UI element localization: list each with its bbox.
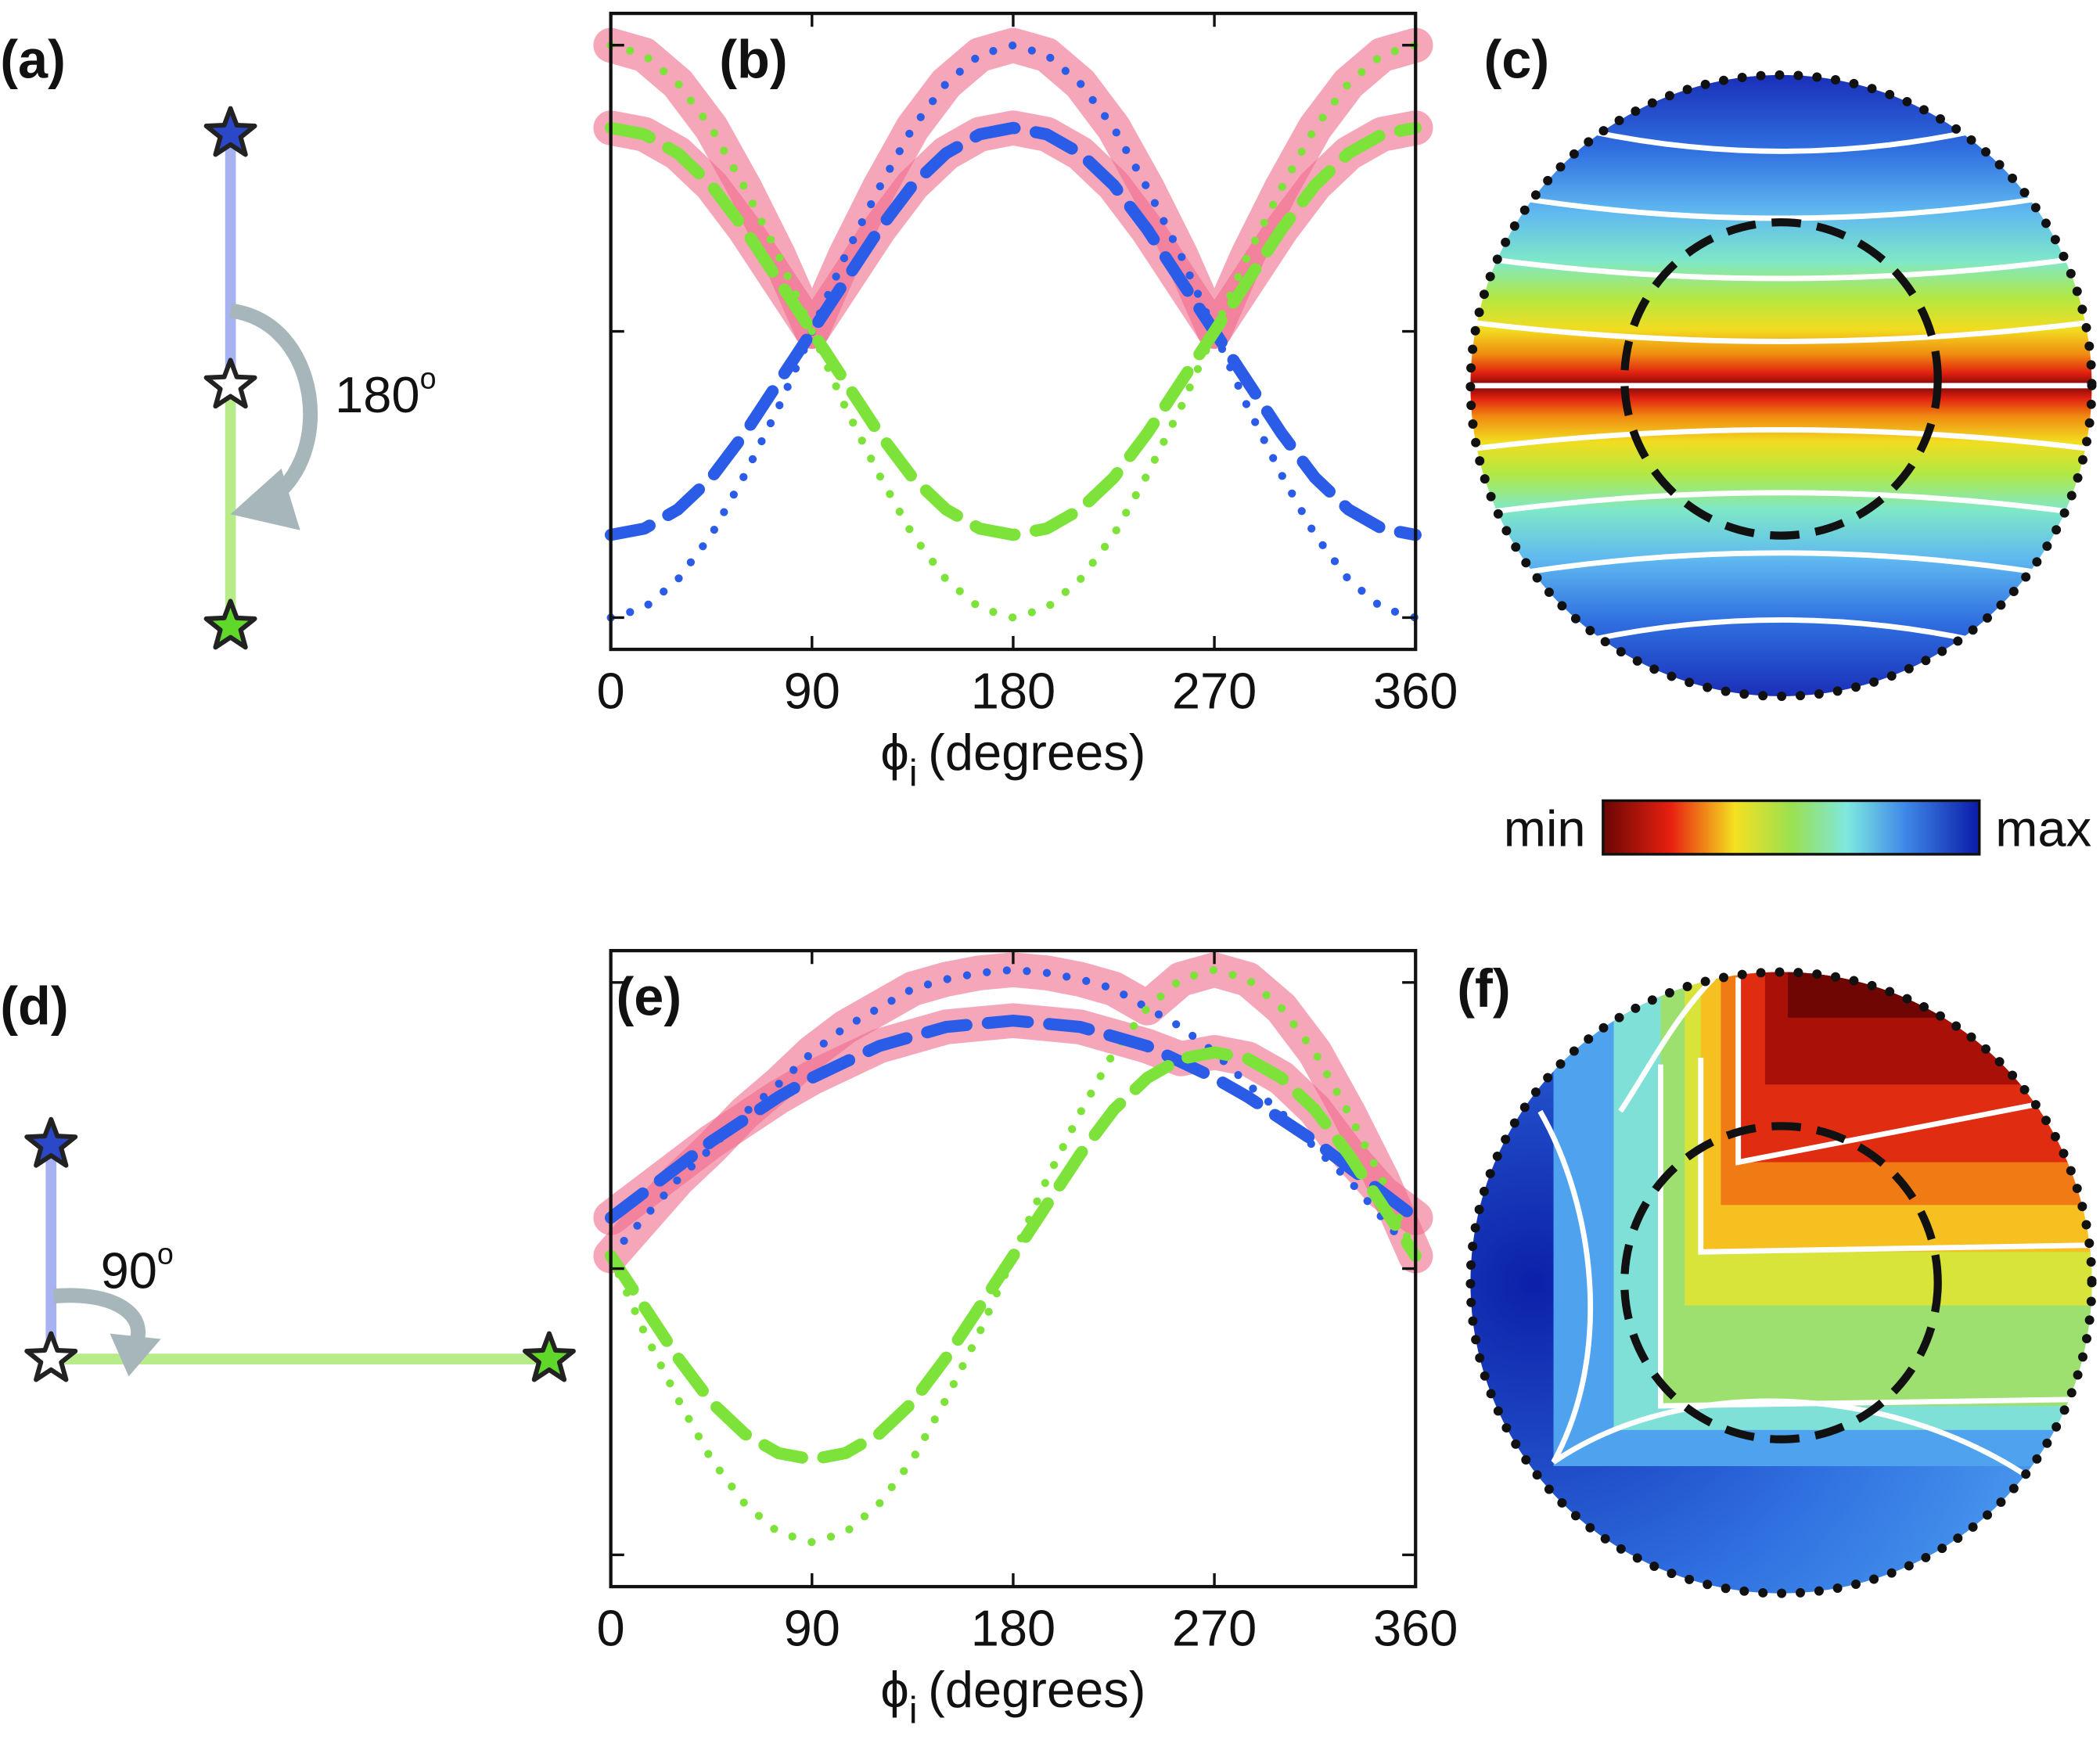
panel-label: (d) — [0, 976, 68, 1036]
rotation-arrow — [229, 303, 318, 507]
x-axis-label: ϕi (degrees) — [880, 724, 1145, 795]
angle: 180 — [335, 366, 419, 423]
x-tick-label: 270 — [1172, 1599, 1257, 1656]
dashed-line — [604, 121, 1422, 541]
contour — [1618, 975, 1717, 1113]
contour — [1470, 318, 2092, 344]
angle: 90 — [101, 1242, 157, 1299]
x-axis-label: ϕi (degrees) — [880, 1661, 1145, 1732]
disk-boundary — [1465, 70, 2097, 701]
contour — [1483, 255, 2079, 282]
contour — [1470, 426, 2092, 453]
x-tick-label: 180 — [971, 662, 1055, 719]
contour — [1483, 490, 2079, 516]
x-tick-label: 90 — [784, 1599, 840, 1656]
panel-label: (c) — [1484, 29, 1550, 89]
degree: o — [157, 1238, 174, 1271]
x-axis-unit: (degrees) — [928, 724, 1145, 781]
dashed-circle — [1620, 217, 1942, 540]
x-tick-label: 180 — [971, 1599, 1055, 1656]
arrow-head — [110, 1333, 161, 1377]
star — [203, 358, 257, 409]
colorbar — [1602, 799, 1981, 856]
dashed-circle — [1620, 1122, 1942, 1443]
disk-boundary — [1465, 967, 2097, 1598]
x-tick-label: 270 — [1172, 662, 1257, 719]
x-tick-label: 360 — [1373, 1599, 1458, 1656]
x-axis-subscript: i — [909, 1691, 918, 1732]
colorbar-min: min — [1504, 800, 1586, 857]
dotted-line — [606, 41, 1420, 622]
arrow-head — [230, 469, 300, 530]
contour — [1588, 128, 1974, 154]
star — [522, 1331, 576, 1382]
contour — [1519, 550, 2043, 576]
dashed-line — [604, 1014, 1422, 1224]
panel-label: (b) — [719, 29, 787, 89]
star — [203, 106, 257, 157]
x-tick-label: 360 — [1373, 662, 1458, 719]
contours — [1470, 128, 2092, 643]
colormap-disk — [1470, 74, 2092, 696]
angle-label: 90o — [101, 1238, 174, 1299]
dashed-line — [604, 121, 1422, 541]
panel-label: (a) — [0, 29, 66, 89]
panel-label: (e) — [616, 966, 681, 1026]
dotted-line — [606, 41, 1420, 622]
x-axis-unit: (degrees) — [928, 1661, 1145, 1718]
x-tick-label: 0 — [597, 662, 625, 719]
star — [24, 1116, 78, 1168]
x-tick-label: 90 — [784, 662, 840, 719]
x-axis-symbol: ϕ — [880, 1661, 908, 1718]
x-tick-label: 0 — [597, 1599, 625, 1656]
contour — [1537, 1109, 2024, 1475]
contour — [1588, 617, 1974, 643]
angle-label: 180o — [335, 361, 436, 423]
contour — [1735, 977, 2037, 1166]
dashed-line — [604, 1046, 1422, 1466]
star — [203, 598, 257, 650]
plot-frame — [609, 11, 1418, 652]
colormap-disk — [1470, 972, 2092, 1594]
x-axis-symbol: ϕ — [880, 724, 908, 781]
contour — [1698, 1058, 2090, 1255]
star — [24, 1331, 78, 1382]
x-axis-subscript: i — [909, 753, 918, 795]
panel-label: (f) — [1457, 958, 1510, 1019]
colorbar-max: max — [1995, 800, 2091, 857]
degree: o — [420, 361, 437, 394]
